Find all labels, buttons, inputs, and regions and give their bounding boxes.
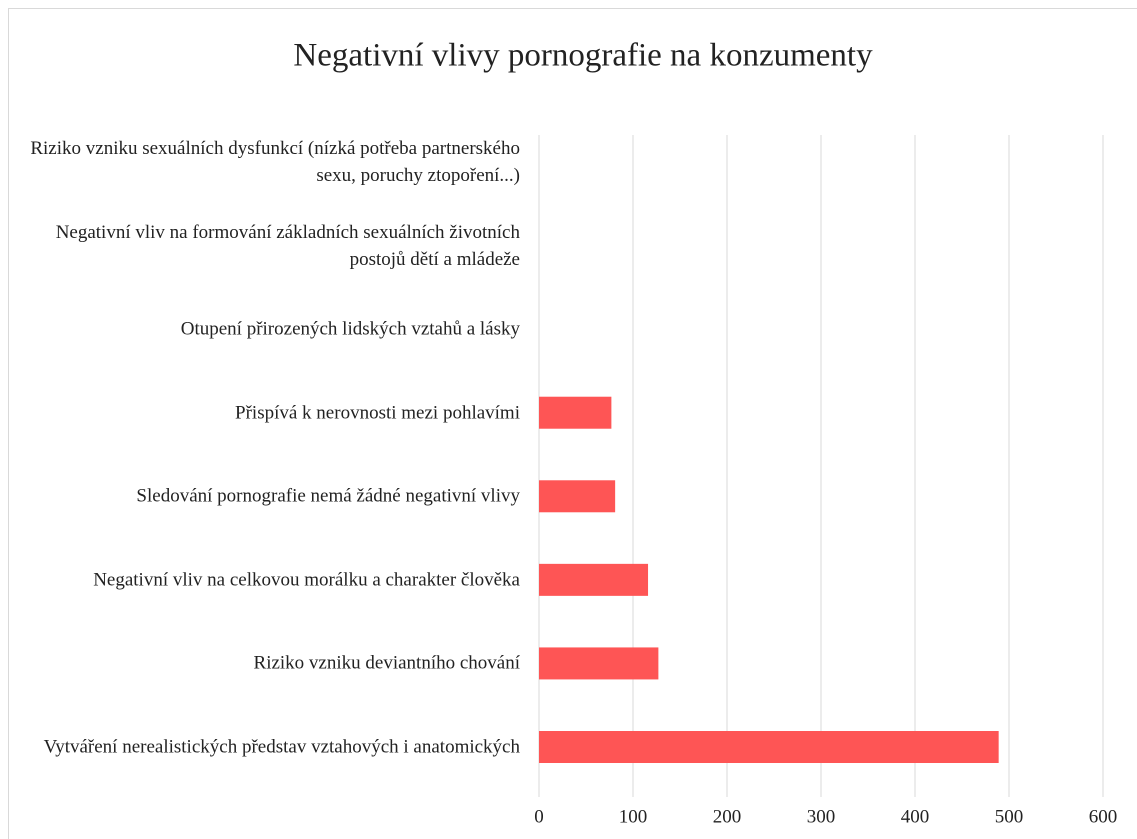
y-tick-label: Sledování pornografie nemá žádné negativ… xyxy=(136,485,520,507)
x-tick-label: 100 xyxy=(619,806,648,827)
chart-title: Negativní vlivy pornografie na konzument… xyxy=(293,38,873,74)
bar xyxy=(539,480,616,513)
x-tick-label: 200 xyxy=(713,806,742,827)
x-tick-label: 300 xyxy=(807,806,836,827)
y-tick-label: Přispívá k nerovnosti mezi pohlavími xyxy=(235,402,520,424)
x-tick-label: 500 xyxy=(995,806,1024,827)
y-tick-label: Riziko vzniku sexuálních dysfunkcí (nízk… xyxy=(30,138,520,186)
chart-border xyxy=(8,8,1137,839)
x-tick-label: 0 xyxy=(534,806,544,827)
bar xyxy=(539,563,649,596)
x-tick-label: 400 xyxy=(901,806,930,827)
x-tick-label: 600 xyxy=(1089,806,1118,827)
y-tick-label: Negativní vliv na celkovou morálku a cha… xyxy=(93,569,520,591)
y-tick-label: Riziko vzniku deviantního chování xyxy=(253,652,520,674)
bar xyxy=(539,396,612,429)
bar xyxy=(539,731,999,763)
y-tick-label: Otupení přirozených lidských vztahů a lá… xyxy=(180,318,520,340)
y-tick-label: Vytváření nerealistických představ vztah… xyxy=(43,736,520,758)
y-tick-label: Negativní vliv na formování základních s… xyxy=(55,221,520,270)
bar xyxy=(539,647,659,680)
